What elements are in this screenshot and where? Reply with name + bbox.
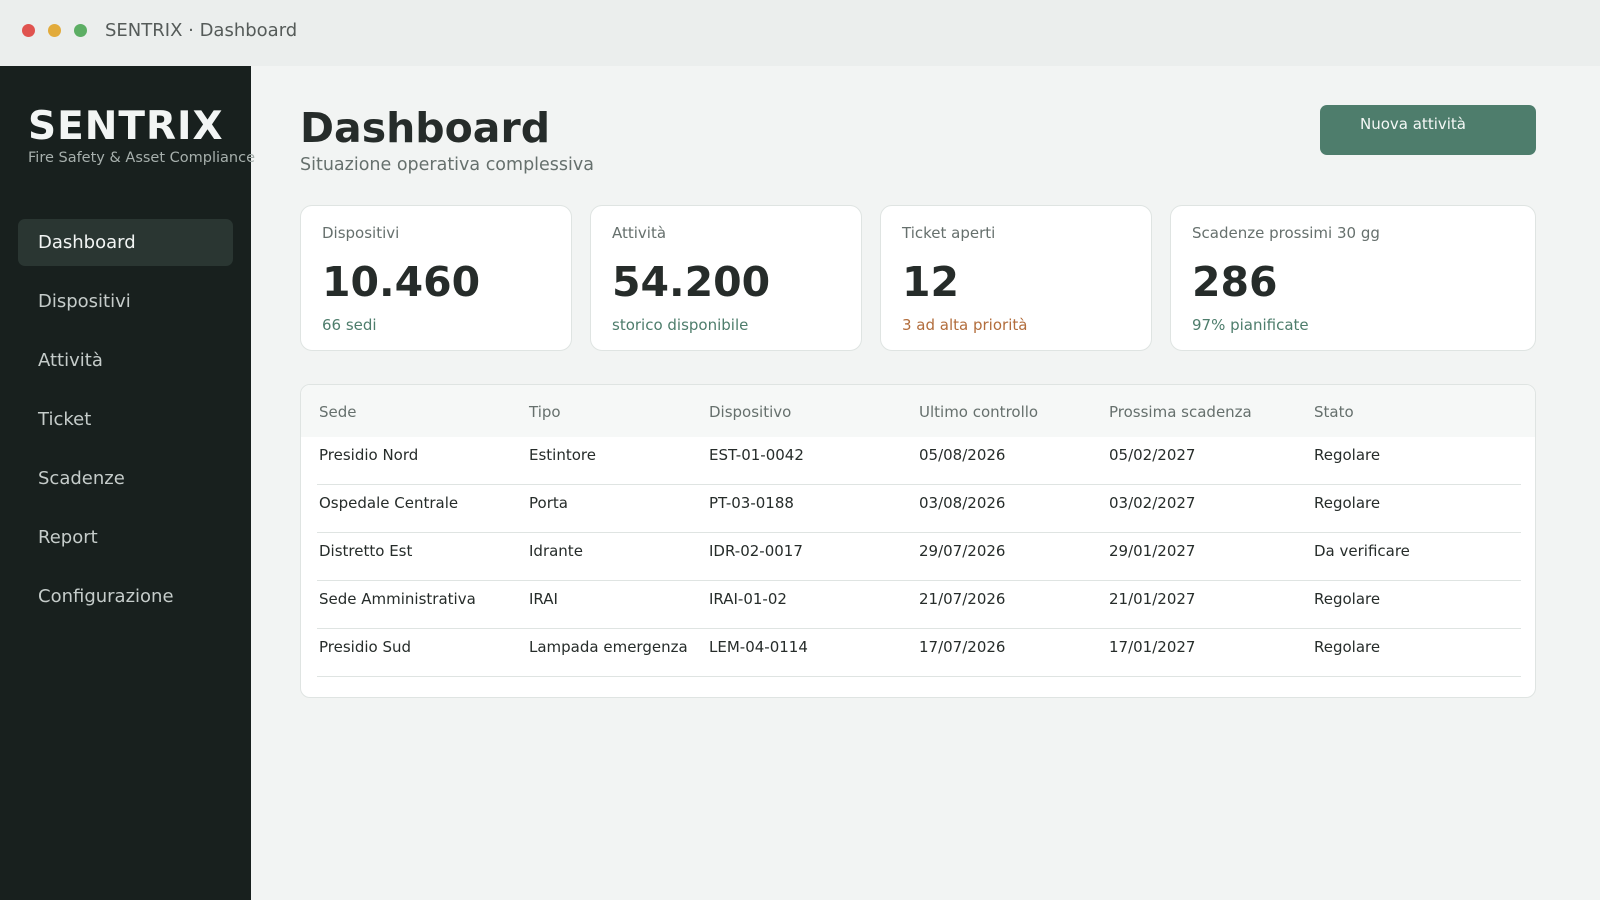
cell-tipo: Lampada emergenza: [529, 638, 688, 656]
stat-card-devices: Dispositivi 10.460 66 sedi: [300, 205, 572, 351]
sidebar-item-scadenze[interactable]: Scadenze: [38, 468, 125, 489]
stat-note: 3 ad alta priorità: [902, 316, 1028, 334]
sidebar-item-configurazione[interactable]: Configurazione: [38, 586, 174, 607]
cell-dispositivo: LEM-04-0114: [709, 638, 808, 656]
sidebar-item-dispositivi[interactable]: Dispositivi: [38, 291, 131, 312]
cell-prossima-scadenza: 29/01/2027: [1109, 542, 1196, 560]
cell-tipo: IRAI: [529, 590, 558, 608]
stat-note: storico disponibile: [612, 316, 749, 334]
cell-stato: Da verificare: [1314, 542, 1410, 560]
cell-ultimo-controllo: 03/08/2026: [919, 494, 1006, 512]
cell-ultimo-controllo: 21/07/2026: [919, 590, 1006, 608]
cell-dispositivo: IDR-02-0017: [709, 542, 803, 560]
table-header: Sede Tipo Dispositivo Ultimo controllo P…: [301, 385, 1535, 437]
stat-note: 66 sedi: [322, 316, 377, 334]
table-row[interactable]: Presidio Sud Lampada emergenza LEM-04-01…: [317, 629, 1521, 677]
cell-prossima-scadenza: 17/01/2027: [1109, 638, 1196, 656]
close-window-button[interactable]: [22, 24, 35, 37]
cell-sede: Sede Amministrativa: [319, 590, 476, 608]
cell-tipo: Estintore: [529, 446, 596, 464]
stat-value: 10.460: [322, 258, 481, 306]
window-titlebar: SENTRIX · Dashboard: [0, 0, 1600, 66]
stat-card-activities: Attività 54.200 storico disponibile: [590, 205, 862, 351]
page-title: Dashboard: [300, 104, 551, 152]
brand-logo: SENTRIX: [28, 104, 224, 149]
stat-label: Scadenze prossimi 30 gg: [1192, 224, 1380, 242]
cell-prossima-scadenza: 03/02/2027: [1109, 494, 1196, 512]
cell-ultimo-controllo: 17/07/2026: [919, 638, 1006, 656]
cell-dispositivo: IRAI-01-02: [709, 590, 787, 608]
cell-tipo: Porta: [529, 494, 568, 512]
stat-card-deadlines: Scadenze prossimi 30 gg 286 97% pianific…: [1170, 205, 1536, 351]
cell-stato: Regolare: [1314, 638, 1381, 656]
new-activity-button[interactable]: Nuova attività: [1320, 105, 1536, 155]
sidebar-item-report[interactable]: Report: [38, 527, 98, 548]
column-header-ultimo-controllo[interactable]: Ultimo controllo: [919, 403, 1039, 421]
cell-stato: Regolare: [1314, 590, 1381, 608]
cell-sede: Ospedale Centrale: [319, 494, 459, 512]
inspections-table: Sede Tipo Dispositivo Ultimo controllo P…: [300, 384, 1536, 698]
stat-label: Ticket aperti: [902, 224, 996, 242]
sidebar: SENTRIX Fire Safety & Asset Compliance D…: [0, 66, 255, 900]
stat-card-open-tickets: Ticket aperti 12 3 ad alta priorità: [880, 205, 1152, 351]
column-header-prossima-scadenza[interactable]: Prossima scadenza: [1109, 403, 1252, 421]
sidebar-item-attivita[interactable]: Attività: [38, 350, 103, 371]
table-row[interactable]: Presidio Nord Estintore EST-01-0042 05/0…: [317, 437, 1521, 485]
stat-value: 54.200: [612, 258, 771, 306]
stat-value: 12: [902, 258, 960, 306]
minimize-window-button[interactable]: [48, 24, 61, 37]
column-header-sede[interactable]: Sede: [319, 403, 357, 421]
page-subtitle: Situazione operativa complessiva: [300, 155, 594, 175]
cell-dispositivo: PT-03-0188: [709, 494, 794, 512]
sidebar-item-ticket[interactable]: Ticket: [38, 409, 92, 430]
brand-tagline: Fire Safety & Asset Compliance: [28, 150, 255, 166]
stat-note: 97% pianificate: [1192, 316, 1309, 334]
table-row[interactable]: Distretto Est Idrante IDR-02-0017 29/07/…: [317, 533, 1521, 581]
cell-sede: Presidio Nord: [319, 446, 419, 464]
cell-ultimo-controllo: 29/07/2026: [919, 542, 1006, 560]
cell-tipo: Idrante: [529, 542, 583, 560]
cell-sede: Presidio Sud: [319, 638, 412, 656]
cell-prossima-scadenza: 21/01/2027: [1109, 590, 1196, 608]
column-header-dispositivo[interactable]: Dispositivo: [709, 403, 792, 421]
cell-ultimo-controllo: 05/08/2026: [919, 446, 1006, 464]
sidebar-item-dashboard[interactable]: Dashboard: [18, 219, 233, 266]
maximize-window-button[interactable]: [74, 24, 87, 37]
column-header-tipo[interactable]: Tipo: [529, 403, 561, 421]
cell-stato: Regolare: [1314, 494, 1381, 512]
table-row[interactable]: Sede Amministrativa IRAI IRAI-01-02 21/0…: [317, 581, 1521, 629]
stat-label: Dispositivi: [322, 224, 400, 242]
cell-prossima-scadenza: 05/02/2027: [1109, 446, 1196, 464]
cell-sede: Distretto Est: [319, 542, 413, 560]
stat-label: Attività: [612, 224, 667, 242]
window-title: SENTRIX · Dashboard: [105, 20, 298, 41]
table-row[interactable]: Ospedale Centrale Porta PT-03-0188 03/08…: [317, 485, 1521, 533]
cell-dispositivo: EST-01-0042: [709, 446, 804, 464]
stat-value: 286: [1192, 258, 1278, 306]
cell-stato: Regolare: [1314, 446, 1381, 464]
column-header-stato[interactable]: Stato: [1314, 403, 1354, 421]
